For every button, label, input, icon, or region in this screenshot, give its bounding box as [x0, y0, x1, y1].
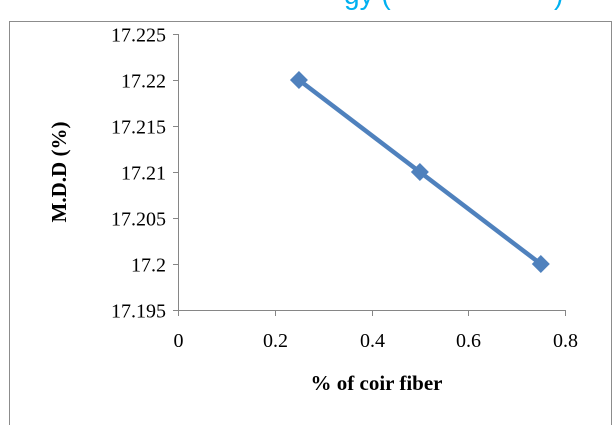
header-text-fragment: gy (: [344, 0, 391, 9]
x-tick-label: 0.6: [456, 330, 481, 352]
data-point-marker: [289, 71, 308, 89]
data-point-marker: [410, 163, 429, 181]
header-text-fragment: ): [554, 0, 563, 9]
chart-axes: 17.225 17.22 17.215 17.21 17.205 17.2 17.195 0 0…: [111, 25, 578, 353]
y-tick-label: 17.21: [121, 163, 166, 185]
chart-border: [9, 21, 612, 425]
y-tick-label: 17.195: [111, 301, 166, 323]
x-tick-label: 0.8: [553, 330, 578, 352]
y-tick-label: 17.22: [121, 71, 166, 93]
data-point-marker: [531, 255, 550, 273]
x-tick-label: 0: [174, 330, 184, 352]
chart-frame: [9, 21, 612, 425]
y-tick-label: 17.2: [131, 255, 166, 277]
x-tick-label: 0.4: [360, 330, 385, 352]
y-axis-title: M.D.D (%): [47, 122, 71, 223]
chart-series: [289, 71, 550, 273]
x-axis-title: % of coir fiber: [311, 371, 443, 395]
y-tick-label: 17.225: [111, 25, 166, 47]
x-tick-label: 0.2: [263, 330, 288, 352]
y-tick-label: 17.215: [111, 117, 166, 139]
y-tick-label: 17.205: [111, 209, 166, 231]
